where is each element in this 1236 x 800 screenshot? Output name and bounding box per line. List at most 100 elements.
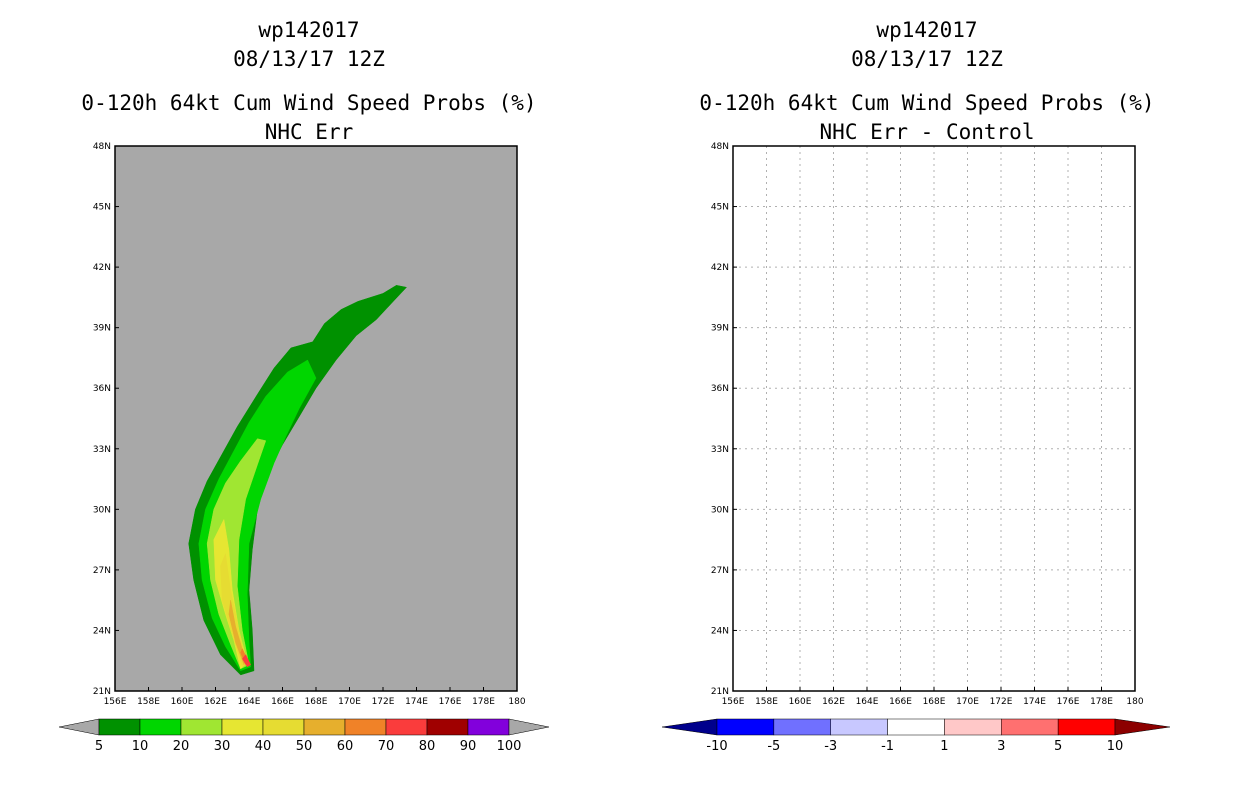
y-tick-label: 39N: [93, 324, 111, 334]
colorbar-swatch: [221, 718, 264, 736]
chart-title: wp142017: [876, 18, 978, 42]
colorbar-high-arrow: [1114, 718, 1171, 736]
colorbar-swatch: [426, 718, 469, 736]
colorbar-swatch: [1057, 718, 1116, 736]
y-tick-label: 48N: [93, 142, 111, 152]
left-panel: wp142017 08/13/17 12Z 0-120h 64kt Cum Wi…: [58, 18, 550, 754]
colorbar-swatch: [344, 718, 387, 736]
x-tick-label: 180: [1126, 697, 1143, 707]
colorbar-label: 100: [497, 739, 522, 754]
y-tick-label: 33N: [711, 445, 729, 455]
colorbar-label: 90: [460, 739, 477, 754]
x-tick-label: 172E: [372, 697, 395, 707]
y-tick-label: 42N: [711, 263, 729, 273]
y-tick-label: 27N: [93, 566, 111, 576]
x-tick-label: 166E: [889, 697, 912, 707]
prob-band-20-30: [206, 438, 267, 670]
colorbar-swatch: [716, 718, 775, 736]
x-tick-label: 180: [508, 697, 525, 707]
left-chart-svg: 156E 158E 160E 162E 164E 166E 168E 170E 172E 174E…: [58, 142, 550, 754]
x-tick-label: 158E: [755, 697, 778, 707]
x-tick-label: 178E: [1090, 697, 1113, 707]
x-tick-label: 164E: [856, 697, 879, 707]
x-tick-label: 160E: [789, 697, 812, 707]
colorbar-label: -3: [824, 739, 837, 754]
x-tick-label: 162E: [204, 697, 227, 707]
colorbar-swatch: [385, 718, 428, 736]
prob-band-40-50: [220, 553, 248, 668]
colorbar-swatch: [467, 718, 510, 736]
y-tick-label: 45N: [93, 203, 111, 213]
x-tick-label: 170E: [338, 697, 361, 707]
colorbar-swatch: [139, 718, 182, 736]
colorbar-swatch: [1001, 718, 1059, 736]
chart-product: 0-120h 64kt Cum Wind Speed Probs (%): [81, 91, 537, 115]
chart-date: 08/13/17 12Z: [851, 47, 1003, 71]
x-tick-label: 168E: [923, 697, 946, 707]
colorbar-label: 40: [255, 739, 272, 754]
colorbar-swatch: [180, 718, 223, 736]
y-tick-label: 45N: [711, 203, 729, 213]
colorbar-swatch: [303, 718, 346, 736]
x-tick-label: 160E: [171, 697, 194, 707]
colorbar-label: 60: [337, 739, 354, 754]
x-tick-label: 162E: [822, 697, 845, 707]
y-tick-label: 36N: [93, 384, 111, 394]
x-tick-label: 164E: [238, 697, 261, 707]
colorbar-label: 5: [95, 739, 103, 754]
x-tick-label: 174E: [405, 697, 428, 707]
colorbar-label: -1: [881, 739, 894, 754]
chart-product: 0-120h 64kt Cum Wind Speed Probs (%): [699, 91, 1155, 115]
colorbar-label: 20: [173, 739, 190, 754]
colorbar-swatch: [830, 718, 888, 736]
x-tick-label: 156E: [104, 697, 127, 707]
colorbar-label: 3: [997, 739, 1005, 754]
y-tick-label: 33N: [93, 445, 111, 455]
x-tick-label: 176E: [1057, 697, 1080, 707]
x-tick-label: 156E: [722, 697, 745, 707]
right-chart-svg: 156E 158E 160E 162E 164E 166E 168E 170E 172E 174E…: [661, 142, 1171, 754]
x-tick-label: 168E: [305, 697, 328, 707]
right-panel: wp142017 08/13/17 12Z 0-120h 64kt Cum Wi…: [618, 0, 1236, 800]
x-tick-label: 172E: [990, 697, 1013, 707]
chart-variant: NHC Err - Control: [819, 120, 1035, 144]
y-tick-label: 30N: [93, 505, 111, 515]
colorbar-label: 10: [1107, 739, 1124, 754]
colorbar-label: 50: [296, 739, 313, 754]
colorbar-label: -10: [706, 739, 727, 754]
colorbar-swatch: [944, 718, 1002, 736]
colorbar-label: 1: [940, 739, 948, 754]
x-tick-label: 176E: [439, 697, 462, 707]
chart-variant: NHC Err: [264, 120, 354, 144]
y-tick-label: 39N: [711, 324, 729, 334]
y-tick-label: 24N: [711, 626, 729, 636]
colorbar-label: 80: [419, 739, 436, 754]
x-tick-label: 178E: [472, 697, 495, 707]
colorbar-label: 30: [214, 739, 231, 754]
colorbar-high-arrow: [508, 718, 550, 736]
y-tick-label: 36N: [711, 384, 729, 394]
map-background: [115, 146, 517, 691]
x-tick-label: 170E: [956, 697, 979, 707]
colorbar-low-arrow: [58, 718, 100, 736]
y-tick-label: 30N: [711, 505, 729, 515]
colorbar-swatch: [262, 718, 305, 736]
colorbar-swatch: [887, 718, 945, 736]
colorbar-low-arrow: [661, 718, 718, 736]
y-tick-label: 42N: [93, 263, 111, 273]
colorbar-label: 5: [1054, 739, 1062, 754]
y-tick-label: 24N: [93, 626, 111, 636]
colorbar-label: -5: [767, 739, 780, 754]
colorbar-swatch: [98, 718, 141, 736]
y-tick-label: 21N: [711, 687, 729, 697]
y-tick-label: 48N: [711, 142, 729, 152]
y-tick-label: 27N: [711, 566, 729, 576]
colorbar-swatch: [773, 718, 831, 736]
x-tick-label: 174E: [1023, 697, 1046, 707]
x-tick-label: 166E: [271, 697, 294, 707]
chart-date: 08/13/17 12Z: [233, 47, 385, 71]
prob-band-70-80: [242, 654, 251, 668]
y-tick-label: 21N: [93, 687, 111, 697]
chart-title: wp142017: [258, 18, 360, 42]
x-tick-label: 158E: [137, 697, 160, 707]
